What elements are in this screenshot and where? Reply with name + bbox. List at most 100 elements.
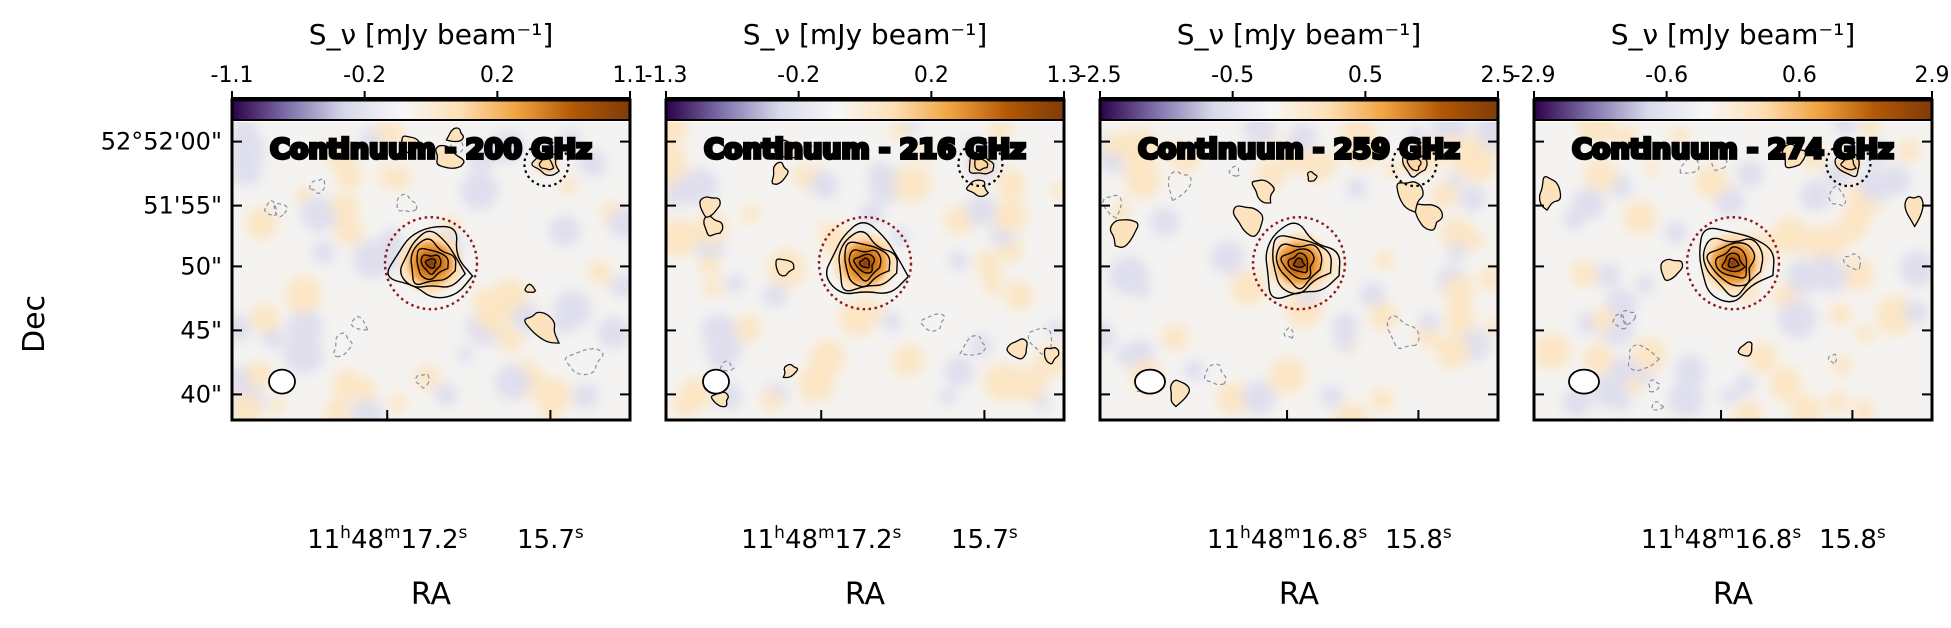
source-contour <box>387 225 474 299</box>
panel-title: Continuum - 200 GHz <box>270 134 592 165</box>
ra-tick-unit: h <box>1674 523 1685 543</box>
noise-blob <box>1769 365 1801 397</box>
noise-blob <box>441 215 461 235</box>
noise-blob <box>716 334 743 360</box>
noise-blob <box>578 149 607 178</box>
noise-blob <box>1287 131 1309 152</box>
positive-contour <box>1169 379 1191 408</box>
ra-tick-value: 11 <box>1207 525 1240 555</box>
noise-blob <box>597 316 630 349</box>
ra-tick-unit: s <box>1792 523 1801 543</box>
colorbar-tick-label: -0.6 <box>1645 63 1688 88</box>
noise-blob <box>1826 390 1849 413</box>
companion-aperture <box>1825 140 1872 188</box>
companion-contour <box>974 156 989 171</box>
noise-blob <box>1789 394 1823 420</box>
source-contour <box>1721 252 1747 273</box>
noise-blob <box>1746 342 1778 373</box>
noise-blob <box>1375 249 1396 270</box>
beam-ellipse <box>702 368 730 395</box>
positive-contour <box>1396 181 1424 214</box>
ra-tick-value: 16.8 <box>1300 525 1358 555</box>
noise-blob <box>1050 182 1064 199</box>
positive-contour <box>703 215 724 237</box>
noise-blob <box>1161 323 1190 351</box>
source-emission <box>1701 233 1765 294</box>
noise-blob <box>1486 318 1498 335</box>
noise-blob <box>938 387 957 406</box>
noise-blob <box>1384 160 1403 179</box>
noise-blob <box>232 130 266 168</box>
negative-contour <box>564 348 604 376</box>
dec-tick-label: 51'55" <box>143 192 222 220</box>
companion-contour <box>968 150 995 175</box>
positive-contour <box>435 144 465 169</box>
noise-blob <box>330 192 360 222</box>
noise-blob <box>351 398 384 420</box>
noise-blob <box>1777 299 1818 339</box>
source-contours <box>1699 227 1775 303</box>
source-level <box>860 259 870 268</box>
noise-blob <box>915 143 934 162</box>
ra-tick-unit: m <box>1284 523 1301 543</box>
colorbar-tick-label: 1.1 <box>613 63 648 88</box>
ra-axis-label: RA <box>1279 577 1320 612</box>
source-contour <box>1265 222 1341 299</box>
negative-contour <box>1283 326 1294 339</box>
positive-contour <box>524 283 537 294</box>
ra-tick-value: 16.8 <box>1734 525 1792 555</box>
noise-blob <box>948 250 969 272</box>
noise-blob <box>1009 365 1047 403</box>
ra-tick-unit: m <box>818 523 835 543</box>
positive-contour <box>399 135 421 154</box>
noise-blob <box>548 215 581 247</box>
source-contour <box>858 257 870 269</box>
ra-tick-unit: s <box>1877 523 1886 543</box>
colorbar-tick-label: 2.9 <box>1915 63 1950 88</box>
noise-blob <box>1320 384 1344 408</box>
noise-blob <box>762 283 787 308</box>
noise-blob <box>1334 402 1370 420</box>
colorbar-label: S_ν [mJy beam⁻¹] <box>1611 18 1856 51</box>
noise-blob <box>1828 302 1852 326</box>
noise-blob <box>1407 126 1427 146</box>
panel: S_ν [mJy beam⁻¹] -2.9 -0.6 0.6 2.9 Continuum … <box>1513 18 1950 612</box>
noise-blob <box>1624 377 1643 396</box>
panel-frame <box>1532 98 1934 422</box>
colorbar-label: S_ν [mJy beam⁻¹] <box>1177 18 1422 51</box>
negative-contour <box>1648 379 1661 393</box>
noise-blob <box>1572 187 1605 220</box>
negative-contour <box>264 200 277 216</box>
noise-blob <box>1833 122 1857 136</box>
noise-blob <box>1359 281 1386 309</box>
noise-blob <box>1568 398 1588 418</box>
ra-tick-value: 15.8 <box>1819 525 1877 555</box>
source-emission <box>833 233 897 294</box>
noise-blob <box>491 129 525 163</box>
ra-tick-unit: h <box>774 523 785 543</box>
noise-blob <box>1444 304 1476 335</box>
companion-aperture <box>957 140 1004 188</box>
positive-contour <box>710 391 729 408</box>
noise-blob <box>1119 128 1159 168</box>
noise-blob <box>963 136 980 154</box>
noise-blob <box>475 297 512 333</box>
noise-blob <box>269 396 287 414</box>
noise-blob <box>1243 122 1276 145</box>
source-contours <box>825 222 910 295</box>
noise-blob <box>245 207 278 240</box>
noise-blob <box>861 298 884 321</box>
noise-blob <box>467 143 496 172</box>
companion-aperture <box>523 140 570 188</box>
noise-blob <box>376 122 400 145</box>
negative-contour <box>333 332 353 358</box>
negative-contour <box>1827 353 1837 365</box>
source-contour <box>1292 257 1307 269</box>
noise-blob <box>1733 400 1764 420</box>
noise-blob <box>1430 181 1459 210</box>
ra-tick-unit: s <box>459 523 468 543</box>
dec-tick-label: 40" <box>180 380 222 408</box>
source-contour <box>420 254 442 276</box>
companion-contour <box>1840 157 1857 171</box>
positive-contour <box>1660 258 1684 282</box>
